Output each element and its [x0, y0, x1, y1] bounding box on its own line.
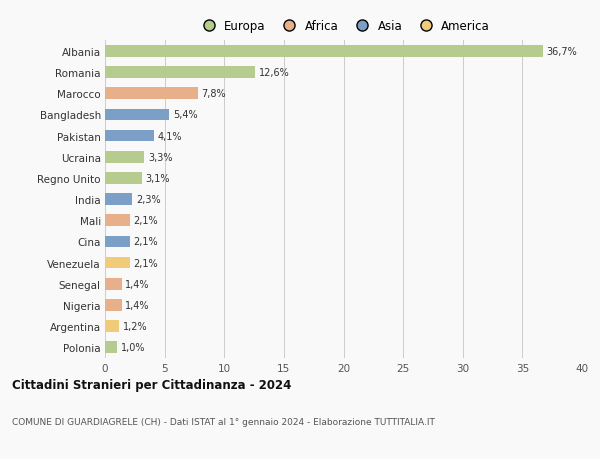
- Bar: [105, 194, 133, 206]
- Text: COMUNE DI GUARDIAGRELE (CH) - Dati ISTAT al 1° gennaio 2024 - Elaborazione TUTTI: COMUNE DI GUARDIAGRELE (CH) - Dati ISTAT…: [12, 418, 435, 426]
- Bar: [105, 278, 122, 290]
- Bar: [105, 173, 142, 185]
- Text: 2,3%: 2,3%: [136, 195, 161, 205]
- Text: 1,2%: 1,2%: [123, 321, 148, 331]
- Text: 3,3%: 3,3%: [148, 152, 172, 162]
- Text: 12,6%: 12,6%: [259, 68, 290, 78]
- Bar: [105, 299, 122, 311]
- Bar: [105, 341, 117, 353]
- Bar: [105, 257, 130, 269]
- Text: 1,4%: 1,4%: [125, 300, 150, 310]
- Text: 2,1%: 2,1%: [134, 216, 158, 226]
- Text: 2,1%: 2,1%: [134, 258, 158, 268]
- Legend: Europa, Africa, Asia, America: Europa, Africa, Asia, America: [193, 16, 494, 38]
- Bar: [105, 320, 119, 332]
- Bar: [105, 88, 198, 100]
- Bar: [105, 67, 255, 79]
- Text: 5,4%: 5,4%: [173, 110, 197, 120]
- Text: 4,1%: 4,1%: [157, 131, 182, 141]
- Bar: [105, 151, 145, 163]
- Text: 7,8%: 7,8%: [202, 89, 226, 99]
- Text: 2,1%: 2,1%: [134, 237, 158, 247]
- Bar: [105, 130, 154, 142]
- Text: Cittadini Stranieri per Cittadinanza - 2024: Cittadini Stranieri per Cittadinanza - 2…: [12, 378, 292, 391]
- Bar: [105, 46, 542, 58]
- Text: 1,4%: 1,4%: [125, 279, 150, 289]
- Text: 3,1%: 3,1%: [146, 174, 170, 184]
- Bar: [105, 109, 169, 121]
- Text: 1,0%: 1,0%: [121, 342, 145, 353]
- Text: 36,7%: 36,7%: [546, 47, 577, 57]
- Bar: [105, 236, 130, 248]
- Bar: [105, 215, 130, 227]
